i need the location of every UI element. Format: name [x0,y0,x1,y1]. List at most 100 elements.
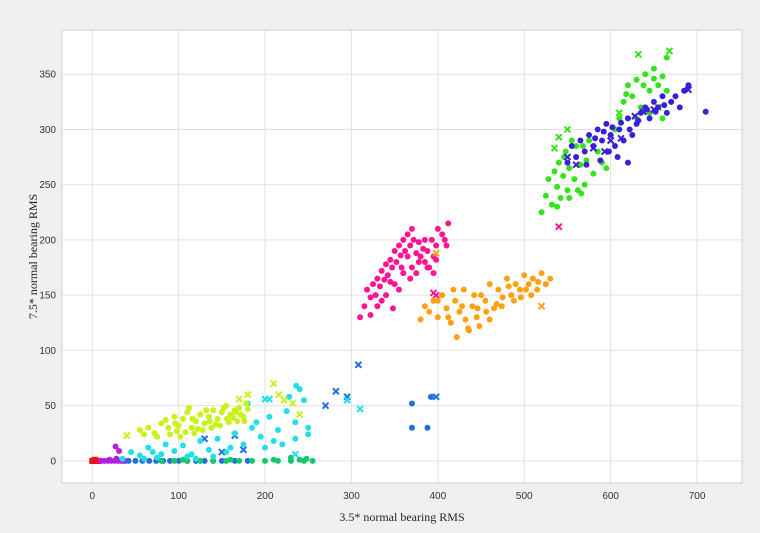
x-tick-label: 600 [602,491,619,502]
data-point [545,176,552,183]
data-point [179,415,186,422]
data-point [580,143,587,150]
data-point [663,87,670,94]
data-point [594,126,601,133]
axes-frame [61,29,743,484]
data-point [309,457,316,464]
y-tick-label: 200 [39,235,56,246]
data-point [300,397,307,404]
data-point [586,137,593,144]
data-point [620,98,627,105]
data-point [443,305,450,312]
y-tick-label: 250 [39,180,56,191]
data-point [634,50,643,59]
data-point [205,446,212,453]
data-point [236,404,243,411]
data-point [430,270,437,277]
data-point [592,135,599,142]
data-point [292,419,299,426]
data-point [223,449,230,456]
data-point [474,305,481,312]
data-point [356,405,364,413]
data-point [611,143,618,150]
data-point [332,387,340,396]
data-point [629,131,636,138]
data-point [249,424,256,431]
data-point [557,194,564,201]
data-point [171,457,178,464]
data-point [257,433,264,440]
data-point [305,431,312,438]
data-point [685,82,692,89]
data-point [578,190,585,197]
data-point [374,303,381,310]
data-point [614,154,621,161]
data-point [542,192,549,199]
data-point [404,231,411,238]
data-point [616,126,623,133]
data-point [650,98,657,105]
data-point [560,172,567,179]
data-point [629,93,636,100]
data-point [607,131,614,138]
data-point [410,236,417,243]
data-point [528,292,535,299]
data-point [279,441,286,448]
y-tick-label: 150 [39,291,56,302]
data-point [583,157,590,164]
data-point [547,275,554,282]
data-point [529,275,536,282]
data-point [522,286,529,293]
data-point [564,159,571,166]
data-point [275,390,283,399]
data-point [450,286,457,293]
data-point [173,428,180,435]
data-point [244,405,251,412]
data-point [555,159,562,166]
data-point [626,126,633,133]
data-point [393,259,400,266]
data-point [586,131,593,138]
data-point [158,457,165,464]
data-point [617,134,625,142]
data-point [376,283,383,290]
data-point [162,417,169,424]
data-point [136,426,143,433]
data-point [433,256,440,263]
data-point [158,451,165,458]
data-point [486,281,493,288]
data-point [623,91,630,98]
data-point [478,292,485,299]
data-point [462,316,469,323]
data-point [357,314,364,321]
data-point [538,270,545,277]
data-point [241,418,248,425]
data-point [262,457,269,464]
data-point [179,442,186,449]
data-point [237,411,244,418]
data-point [132,457,139,464]
data-point [537,302,546,310]
data-point [486,316,493,323]
data-point [415,239,422,246]
data-point [650,105,658,114]
data-point [517,294,524,301]
data-point [398,264,405,271]
data-point [624,82,631,89]
data-point [286,393,293,400]
data-point [460,286,467,293]
data-point [275,426,282,433]
data-point [378,297,385,304]
x-tick-label: 200 [257,491,274,502]
data-point [295,410,304,419]
data-point [232,409,239,416]
data-point [702,108,709,115]
data-point [572,161,580,169]
data-point [154,454,161,461]
data-point [243,400,250,407]
data-point [424,247,431,254]
data-point [212,421,219,428]
data-point [367,294,374,301]
data-point [525,281,532,288]
